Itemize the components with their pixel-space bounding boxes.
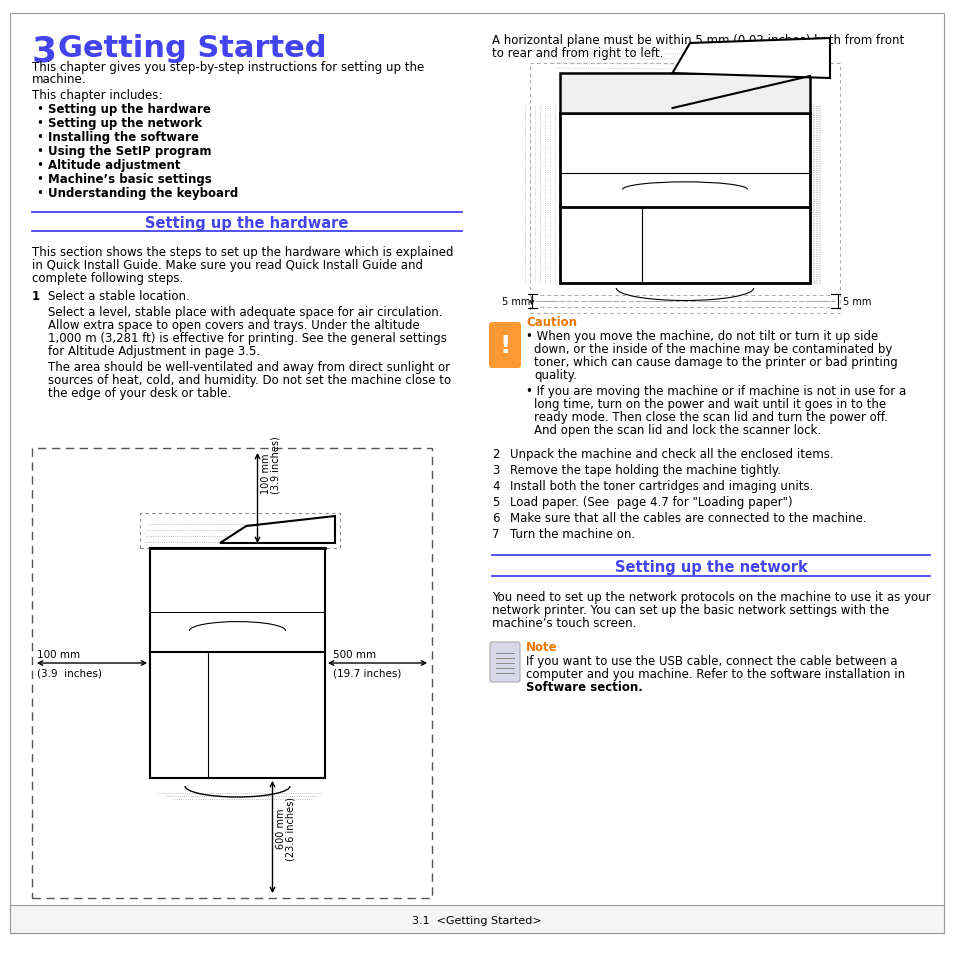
- Text: !: !: [498, 334, 510, 357]
- Text: •: •: [36, 172, 43, 186]
- Text: • If you are moving the machine or if machine is not in use for a: • If you are moving the machine or if ma…: [525, 385, 905, 397]
- Text: •: •: [36, 159, 43, 172]
- Text: Setting up the network: Setting up the network: [614, 559, 806, 575]
- Polygon shape: [559, 74, 809, 113]
- Text: Installing the software: Installing the software: [48, 131, 199, 144]
- Text: You need to set up the network protocols on the machine to use it as your: You need to set up the network protocols…: [492, 590, 929, 603]
- Text: This chapter gives you step-by-step instructions for setting up the: This chapter gives you step-by-step inst…: [32, 61, 424, 74]
- Text: 3.1  <Getting Started>: 3.1 <Getting Started>: [412, 915, 541, 925]
- Text: Setting up the hardware: Setting up the hardware: [145, 215, 349, 231]
- Text: 3: 3: [32, 34, 70, 68]
- Text: Select a level, stable place with adequate space for air circulation.: Select a level, stable place with adequa…: [48, 306, 442, 318]
- Text: toner, which can cause damage to the printer or bad printing: toner, which can cause damage to the pri…: [534, 355, 897, 369]
- Text: A horizontal plane must be within 5 mm (0.02 inches) both from front: A horizontal plane must be within 5 mm (…: [492, 34, 903, 47]
- Polygon shape: [220, 517, 335, 543]
- Text: (3.9 inches): (3.9 inches): [271, 436, 280, 494]
- Text: This section shows the steps to set up the hardware which is explained: This section shows the steps to set up t…: [32, 246, 453, 258]
- Text: long time, turn on the power and wait until it goes in to the: long time, turn on the power and wait un…: [534, 397, 885, 411]
- Bar: [530, 64, 840, 314]
- Polygon shape: [672, 39, 829, 79]
- Text: sources of heat, cold, and humidity. Do not set the machine close to: sources of heat, cold, and humidity. Do …: [48, 374, 451, 387]
- Text: •: •: [36, 103, 43, 116]
- Text: Machine’s basic settings: Machine’s basic settings: [48, 172, 212, 186]
- Text: down, or the inside of the machine may be contaminated by: down, or the inside of the machine may b…: [534, 343, 891, 355]
- Text: Unpack the machine and check all the enclosed items.: Unpack the machine and check all the enc…: [510, 448, 833, 460]
- Bar: [150, 548, 325, 779]
- Text: Altitude adjustment: Altitude adjustment: [48, 159, 180, 172]
- Text: 600 mm: 600 mm: [276, 808, 286, 848]
- Text: •: •: [36, 187, 43, 200]
- Text: 100 mm: 100 mm: [37, 649, 80, 659]
- Text: 5 mm: 5 mm: [842, 296, 870, 307]
- Text: The area should be well-ventilated and away from direct sunlight or: The area should be well-ventilated and a…: [48, 360, 450, 374]
- Text: This chapter includes:: This chapter includes:: [32, 89, 162, 102]
- Text: 1: 1: [32, 290, 40, 303]
- Text: 1,000 m (3,281 ft) is effective for printing. See the general settings: 1,000 m (3,281 ft) is effective for prin…: [48, 332, 446, 345]
- Text: And open the scan lid and lock the scanner lock.: And open the scan lid and lock the scann…: [534, 423, 821, 436]
- Text: 100 mm: 100 mm: [261, 453, 272, 494]
- Text: in Quick Install Guide. Make sure you read Quick Install Guide and: in Quick Install Guide. Make sure you re…: [32, 258, 422, 272]
- Text: Load paper. (See  page 4.7 for "Loading paper"): Load paper. (See page 4.7 for "Loading p…: [510, 496, 792, 509]
- Text: ready mode. Then close the scan lid and turn the power off.: ready mode. Then close the scan lid and …: [534, 411, 887, 423]
- Text: •: •: [36, 117, 43, 130]
- Bar: [559, 113, 809, 284]
- Text: Make sure that all the cables are connected to the machine.: Make sure that all the cables are connec…: [510, 512, 865, 524]
- Text: computer and you machine. Refer to the software installation in: computer and you machine. Refer to the s…: [525, 667, 904, 680]
- Text: Setting up the network: Setting up the network: [48, 117, 202, 130]
- Text: 6: 6: [492, 512, 499, 524]
- Text: Understanding the keyboard: Understanding the keyboard: [48, 187, 238, 200]
- Text: Setting up the hardware: Setting up the hardware: [48, 103, 211, 116]
- Text: •: •: [36, 131, 43, 144]
- Text: Software section.: Software section.: [525, 680, 642, 693]
- Text: Turn the machine on.: Turn the machine on.: [510, 527, 635, 540]
- Text: (23.6 inches): (23.6 inches): [285, 796, 295, 861]
- Text: machine’s touch screen.: machine’s touch screen.: [492, 617, 636, 629]
- Text: Remove the tape holding the machine tightly.: Remove the tape holding the machine tigh…: [510, 463, 781, 476]
- FancyBboxPatch shape: [489, 323, 520, 369]
- Text: (19.7 inches): (19.7 inches): [333, 667, 401, 678]
- Text: (3.9  inches): (3.9 inches): [37, 667, 102, 678]
- Text: complete following steps.: complete following steps.: [32, 272, 183, 285]
- Text: 500 mm: 500 mm: [333, 649, 375, 659]
- Text: Install both the toner cartridges and imaging units.: Install both the toner cartridges and im…: [510, 479, 813, 493]
- Text: 5 mm: 5 mm: [501, 296, 530, 307]
- Text: 7: 7: [492, 527, 499, 540]
- Text: the edge of your desk or table.: the edge of your desk or table.: [48, 387, 231, 399]
- Text: 4: 4: [492, 479, 499, 493]
- Text: •: •: [36, 145, 43, 158]
- Text: Caution: Caution: [525, 315, 577, 329]
- Text: to rear and from right to left.: to rear and from right to left.: [492, 47, 662, 60]
- Text: If you want to use the USB cable, connect the cable between a: If you want to use the USB cable, connec…: [525, 655, 897, 667]
- FancyBboxPatch shape: [490, 642, 519, 682]
- Text: quality.: quality.: [534, 369, 577, 381]
- Text: for Altitude Adjustment in page 3.5.: for Altitude Adjustment in page 3.5.: [48, 345, 260, 357]
- Text: 5: 5: [492, 496, 498, 509]
- Text: Getting Started: Getting Started: [58, 34, 326, 63]
- Text: machine.: machine.: [32, 73, 87, 86]
- Bar: [32, 449, 432, 898]
- Text: network printer. You can set up the basic network settings with the: network printer. You can set up the basi…: [492, 603, 888, 617]
- Bar: [10, 905, 943, 933]
- Text: Using the SetIP program: Using the SetIP program: [48, 145, 212, 158]
- Text: Note: Note: [525, 640, 558, 654]
- Text: Select a stable location.: Select a stable location.: [48, 290, 190, 303]
- Text: 2: 2: [492, 448, 499, 460]
- Text: Allow extra space to open covers and trays. Under the altitude: Allow extra space to open covers and tra…: [48, 318, 419, 332]
- Text: 3: 3: [492, 463, 498, 476]
- Text: • When you move the machine, do not tilt or turn it up side: • When you move the machine, do not tilt…: [525, 330, 878, 343]
